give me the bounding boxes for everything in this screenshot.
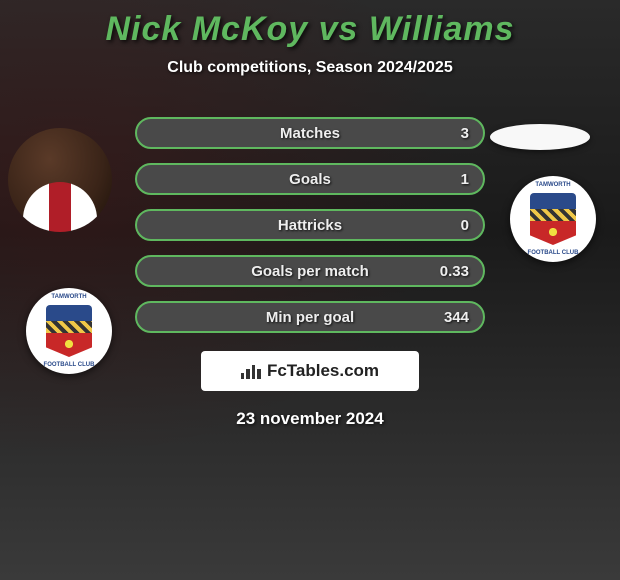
player-jersey (23, 182, 97, 232)
stat-value-right: 0.33 (440, 263, 469, 280)
stat-label: Hattricks (278, 217, 342, 234)
stat-label: Goals per match (251, 263, 369, 280)
stat-value-right: 344 (444, 309, 469, 326)
stat-row: Goals 1 (135, 163, 485, 195)
shield-icon (530, 193, 576, 245)
stat-row: Goals per match 0.33 (135, 255, 485, 287)
shield-icon (46, 305, 92, 357)
badge-text-bottom: FOOTBALL CLUB (30, 362, 108, 368)
stat-value-right: 0 (461, 217, 469, 234)
badge-text-bottom: FOOTBALL CLUB (514, 250, 592, 256)
stat-label: Matches (280, 125, 340, 142)
stat-row: Matches 3 (135, 117, 485, 149)
stat-row: Hattricks 0 (135, 209, 485, 241)
player-photo (8, 128, 112, 232)
attribution-badge: FcTables.com (201, 351, 419, 391)
stat-label: Min per goal (266, 309, 354, 326)
stats-list: Matches 3 Goals 1 Hattricks 0 Goals per match 0… (135, 117, 485, 333)
badge-text-top: TAMWORTH (30, 294, 108, 300)
attribution-text: FcTables.com (267, 361, 379, 381)
comparison-card: Nick McKoy vs Williams Club competitions… (0, 0, 620, 429)
club-badge-right: TAMWORTH FOOTBALL CLUB (510, 176, 596, 262)
stat-value-right: 1 (461, 171, 469, 188)
stat-label: Goals (289, 171, 331, 188)
stat-value-right: 3 (461, 125, 469, 142)
club-badge-left: TAMWORTH FOOTBALL CLUB (26, 288, 112, 374)
player-right-placeholder (490, 124, 590, 150)
stat-row: Min per goal 344 (135, 301, 485, 333)
page-title: Nick McKoy vs Williams (0, 10, 620, 49)
badge-text-top: TAMWORTH (514, 182, 592, 188)
player-left-avatar (8, 128, 112, 258)
bar-chart-icon (241, 363, 261, 379)
subtitle: Club competitions, Season 2024/2025 (0, 59, 620, 77)
date-label: 23 november 2024 (0, 409, 620, 429)
